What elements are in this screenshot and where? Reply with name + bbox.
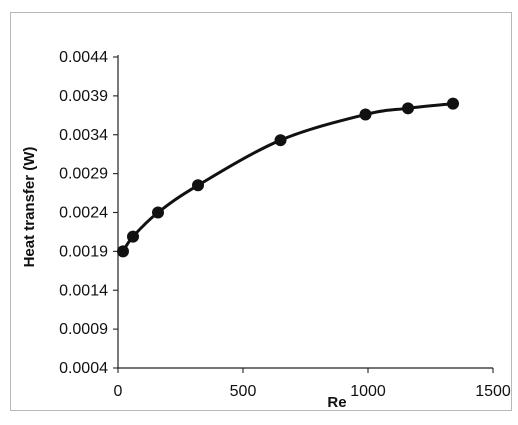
data-point [152,206,164,219]
y-tick-label: 0.0044 [59,49,108,66]
x-tick-label: 1000 [350,383,386,400]
data-point [274,134,287,147]
data-point [117,245,129,258]
x-tick-label: 0 [114,383,123,400]
heat-transfer-chart: 0.0004 0.0009 0.0014 0.0019 0.0024 0.0029 0.00… [21,49,511,410]
y-tick-label: 0.0024 [59,205,108,222]
data-point [447,97,459,110]
y-axis-label: Heat transfer (W) [21,147,38,268]
data-point [359,108,372,121]
x-axis-ticks: 0 500 1000 1500 [114,368,511,400]
series-layer [117,97,459,258]
axes [117,55,493,369]
chart-frame: 0.0004 0.0009 0.0014 0.0019 0.0024 0.0029 0.00… [10,12,512,411]
y-tick-label: 0.0034 [59,127,108,144]
x-tick-label: 1500 [475,383,511,400]
y-tick-label: 0.0014 [59,282,108,299]
y-tick-label: 0.0019 [59,243,108,260]
x-axis-label: Re [327,394,346,410]
data-point [127,230,139,243]
y-tick-label: 0.0009 [59,321,108,338]
y-axis-ticks: 0.0004 0.0009 0.0014 0.0019 0.0024 0.0029 0.00… [59,49,118,377]
y-tick-label: 0.0004 [59,360,108,377]
y-tick-label: 0.0039 [59,88,108,105]
data-point [192,179,204,192]
y-tick-label: 0.0029 [59,166,108,183]
series-line [121,102,455,253]
data-point [402,102,414,115]
x-tick-label: 500 [230,383,257,400]
